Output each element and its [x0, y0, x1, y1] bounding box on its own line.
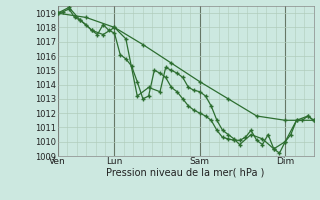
X-axis label: Pression niveau de la mer( hPa ): Pression niveau de la mer( hPa ) [107, 168, 265, 178]
